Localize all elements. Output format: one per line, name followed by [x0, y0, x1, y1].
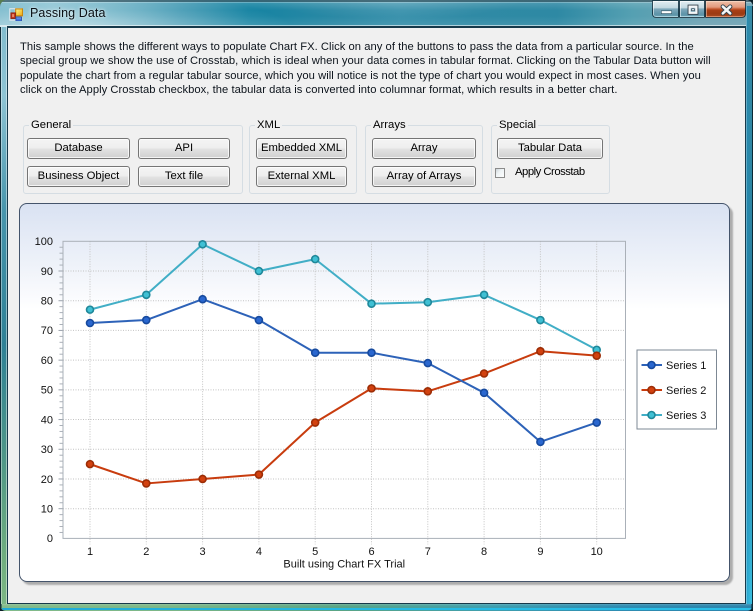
svg-text:40: 40 [41, 414, 53, 426]
svg-text:100: 100 [35, 236, 53, 248]
svg-text:Series 1: Series 1 [666, 360, 706, 372]
svg-text:6: 6 [368, 546, 374, 558]
svg-text:Series 2: Series 2 [666, 385, 706, 397]
svg-text:2: 2 [143, 546, 149, 558]
svg-text:30: 30 [41, 444, 53, 456]
svg-text:9: 9 [537, 546, 543, 558]
svg-text:3: 3 [200, 546, 206, 558]
svg-text:Series 3: Series 3 [666, 410, 706, 422]
svg-text:60: 60 [41, 355, 53, 367]
svg-text:4: 4 [256, 546, 262, 558]
svg-text:10: 10 [591, 546, 603, 558]
svg-text:10: 10 [41, 503, 53, 515]
svg-text:20: 20 [41, 474, 53, 486]
svg-text:5: 5 [312, 546, 318, 558]
svg-text:1: 1 [87, 546, 93, 558]
svg-text:0: 0 [47, 533, 53, 545]
svg-text:8: 8 [481, 546, 487, 558]
svg-text:80: 80 [41, 296, 53, 308]
svg-text:90: 90 [41, 266, 53, 278]
svg-text:70: 70 [41, 325, 53, 337]
svg-text:50: 50 [41, 385, 53, 397]
svg-text:Built using Chart FX Trial: Built using Chart FX Trial [283, 559, 405, 571]
svg-text:7: 7 [425, 546, 431, 558]
